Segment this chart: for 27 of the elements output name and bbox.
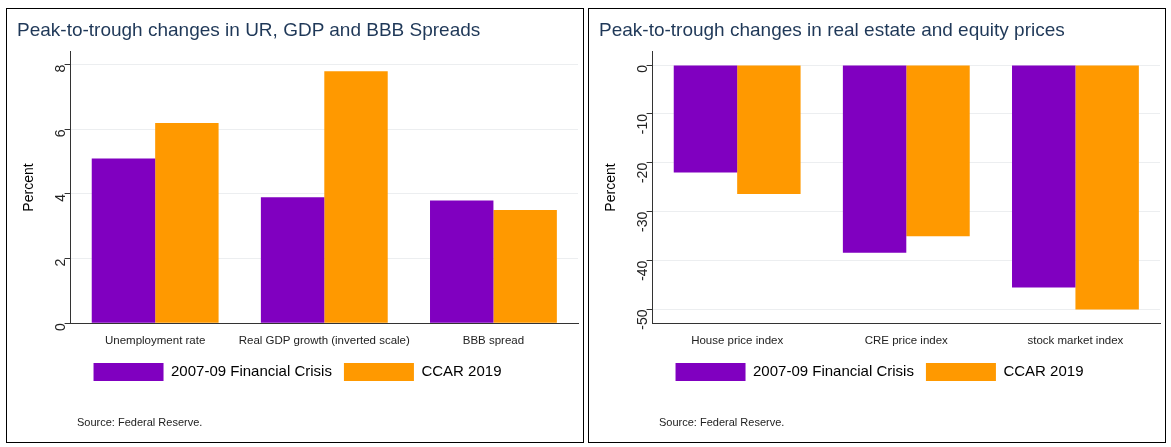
chart-title: Peak-to-trough changes in UR, GDP and BBB Spreads <box>17 18 481 40</box>
x-tick-label: BBB spread <box>462 334 525 347</box>
y-axis-title: Percent <box>602 163 619 212</box>
source-note: Source: Federal Reserve. <box>659 416 785 428</box>
x-tick-label: CRE price index <box>864 334 949 347</box>
y-tick-label: -30 <box>634 211 651 232</box>
x-tick-label: Real GDP growth (inverted scale) <box>238 334 410 347</box>
y-tick-label: 2 <box>52 258 69 267</box>
x-tick-label: House price index <box>691 334 784 347</box>
y-tick-label: 4 <box>52 193 69 202</box>
legend-label: CCAR 2019 <box>421 362 502 380</box>
y-tick-label: 0 <box>52 323 69 331</box>
chart-title: Peak-to-trough changes in real estate and equity prices <box>599 18 1065 40</box>
legend-label: CCAR 2019 <box>1003 362 1084 380</box>
y-tick-label: -40 <box>634 260 651 281</box>
legend-label: 2007-09 Financial Crisis <box>171 362 332 380</box>
y-tick-label: 0 <box>634 64 651 73</box>
legend-label: 2007-09 Financial Crisis <box>753 362 914 380</box>
y-axis-title: Percent <box>20 163 37 212</box>
y-tick-label: -50 <box>634 309 651 330</box>
source-note: Source: Federal Reserve. <box>77 416 203 428</box>
y-tick-label: -10 <box>634 113 651 135</box>
y-tick-label: 6 <box>52 129 69 138</box>
y-tick-label: -20 <box>634 162 651 184</box>
x-tick-label: Unemployment rate <box>104 334 206 347</box>
y-tick-label: 8 <box>52 64 69 73</box>
x-tick-label: stock market index <box>1027 334 1124 347</box>
